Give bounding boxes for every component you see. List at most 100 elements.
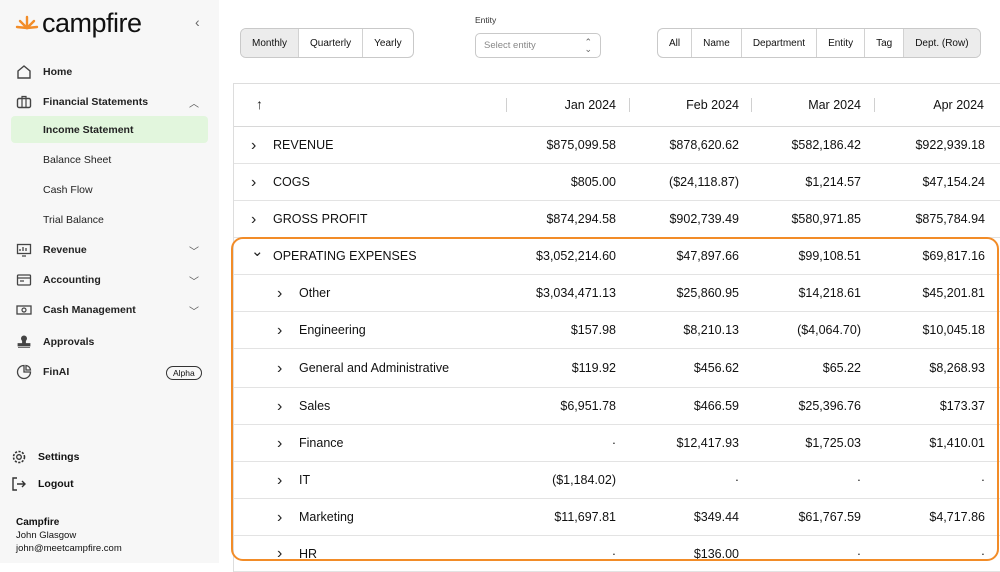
sidebar: campfire ‹ Home Financial Statements ︿ I… <box>0 0 219 563</box>
home-icon <box>17 65 31 79</box>
table-cell: $6,951.78 <box>560 399 616 413</box>
chevron-right-icon[interactable]: › <box>277 360 283 377</box>
chevron-right-icon[interactable]: › <box>277 509 283 526</box>
sidebar-item-label: Cash Management <box>43 304 136 316</box>
sidebar-item-cash-management[interactable]: Cash Management ﹀ <box>0 297 219 323</box>
table-row[interactable]: › Engineering $157.98 $8,210.13 ($4,064.70) $… <box>234 312 1000 349</box>
sidebar-subitem-trial-balance[interactable]: Trial Balance <box>43 213 104 226</box>
table-cell: · <box>856 473 861 487</box>
table-cell: $47,154.24 <box>922 175 985 189</box>
table-row[interactable]: › GROSS PROFIT $874,294.58 $902,739.49 $580,… <box>234 201 1000 238</box>
briefcase-icon <box>16 95 32 109</box>
user-name: John Glasgow <box>16 530 77 541</box>
table-row[interactable]: › General and Administrative $119.92 $456.6… <box>234 349 1000 388</box>
table-row[interactable]: ⌄ OPERATING EXPENSES $3,052,214.60 $47,897.… <box>234 238 1000 275</box>
tab-monthly[interactable]: Monthly <box>241 29 300 57</box>
column-header-jan[interactable]: Jan 2024 <box>564 98 616 112</box>
table-cell: $1,725.03 <box>805 436 861 450</box>
chevron-right-icon[interactable]: › <box>277 285 283 302</box>
chevron-down-icon[interactable]: ⌄ <box>251 243 264 260</box>
chevron-right-icon[interactable]: › <box>277 472 283 489</box>
collapse-sidebar-icon[interactable]: ‹ <box>195 14 200 30</box>
chevron-right-icon[interactable]: › <box>251 174 257 191</box>
table-cell: $65.22 <box>822 361 861 375</box>
table-cell: · <box>980 473 985 487</box>
sort-arrow-up-icon[interactable]: ↑ <box>256 96 263 112</box>
column-header-mar[interactable]: Mar 2024 <box>808 98 861 112</box>
tab-name[interactable]: Name <box>692 29 742 57</box>
chevron-down-icon: ﹀ <box>189 306 199 318</box>
sidebar-item-revenue[interactable]: Revenue ﹀ <box>0 237 219 263</box>
accounting-icon <box>16 274 32 286</box>
chevron-right-icon[interactable]: › <box>277 545 283 562</box>
settings-button[interactable]: Settings <box>0 446 219 468</box>
column-divider <box>874 98 875 112</box>
chevron-right-icon[interactable]: › <box>251 211 257 228</box>
table-cell: $69,817.16 <box>922 249 985 263</box>
row-label: OPERATING EXPENSES <box>273 249 417 263</box>
table-cell: $10,045.18 <box>922 323 985 337</box>
tab-entity[interactable]: Entity <box>817 29 866 57</box>
tab-dept-row[interactable]: Dept. (Row) <box>904 29 980 57</box>
table-cell: · <box>734 473 739 487</box>
table-row[interactable]: › REVENUE $875,099.58 $878,620.62 $582,186.4… <box>234 127 1000 164</box>
table-cell: $878,620.62 <box>669 138 739 152</box>
sidebar-subitem-income-statement[interactable]: Income Statement <box>11 116 208 143</box>
period-tabs: Monthly Quarterly Yearly <box>240 28 414 58</box>
entity-select[interactable]: Select entity ⌃ ⌄ <box>475 33 601 58</box>
table-cell: $157.98 <box>570 323 616 337</box>
table-row[interactable]: › COGS $805.00 ($24,118.87) $1,214.57 $47,154… <box>234 164 1000 201</box>
group-by-tabs: All Name Department Entity Tag Dept. (Ro… <box>657 28 981 58</box>
chevron-right-icon[interactable]: › <box>277 398 283 415</box>
table-cell: $875,784.94 <box>915 212 985 226</box>
sidebar-subitem-cash-flow[interactable]: Cash Flow <box>43 183 93 196</box>
tab-yearly[interactable]: Yearly <box>374 37 402 49</box>
table-row[interactable]: › Marketing $11,697.81 $349.44 $61,767.59 $4,… <box>234 499 1000 536</box>
sidebar-item-approvals[interactable]: Approvals <box>0 329 219 355</box>
table-cell: · <box>611 547 616 561</box>
chevron-right-icon[interactable]: › <box>277 435 283 452</box>
sidebar-item-label: Financial Statements <box>43 96 149 108</box>
chevron-down-icon: ﹀ <box>189 246 199 258</box>
tab-tag[interactable]: Tag <box>865 29 905 57</box>
tab-all[interactable]: All <box>658 29 693 57</box>
table-row[interactable]: › HR · $136.00 · · <box>234 536 1000 572</box>
table-cell: $99,108.51 <box>798 249 861 263</box>
logout-button[interactable]: Logout <box>0 473 219 495</box>
campfire-logo[interactable]: campfire <box>14 8 142 39</box>
chevron-right-icon[interactable]: › <box>251 137 257 154</box>
table-cell: $580,971.85 <box>791 212 861 226</box>
sidebar-subitem-balance-sheet[interactable]: Balance Sheet <box>43 153 112 166</box>
sidebar-item-accounting[interactable]: Accounting ﹀ <box>0 267 219 293</box>
table-cell: $1,214.57 <box>805 175 861 189</box>
tab-quarterly[interactable]: Quarterly <box>299 29 364 57</box>
table-cell: $11,697.81 <box>554 510 616 524</box>
table-cell: $45,201.81 <box>922 286 985 300</box>
column-header-feb[interactable]: Feb 2024 <box>686 98 739 112</box>
chevron-right-icon[interactable]: › <box>277 322 283 339</box>
column-divider <box>751 98 752 112</box>
column-header-apr[interactable]: Apr 2024 <box>933 98 984 112</box>
entity-label: Entity <box>475 15 497 25</box>
table-cell: $136.00 <box>693 547 739 561</box>
table-row[interactable]: › Sales $6,951.78 $466.59 $25,396.76 $173.37 <box>234 388 1000 425</box>
sidebar-item-financial-statements[interactable]: Financial Statements ︿ <box>0 89 219 115</box>
table-cell: $875,099.58 <box>546 138 616 152</box>
table-cell: · <box>611 436 616 450</box>
table-row[interactable]: › IT ($1,184.02) · · · <box>234 462 1000 499</box>
sidebar-item-label: Accounting <box>43 274 101 286</box>
logout-label: Logout <box>38 478 74 490</box>
table-row[interactable]: › Other $3,034,471.13 $25,860.95 $14,218.61 $… <box>234 275 1000 312</box>
sidebar-item-home[interactable]: Home <box>0 59 219 85</box>
table-cell: $874,294.58 <box>546 212 616 226</box>
row-label: Marketing <box>299 510 354 524</box>
table-cell: · <box>980 547 985 561</box>
tab-department[interactable]: Department <box>742 29 818 57</box>
select-arrows-icon: ⌃ ⌄ <box>584 37 592 54</box>
sidebar-item-finai[interactable]: FinAI <box>0 359 219 385</box>
row-label: IT <box>299 473 311 487</box>
row-label: GROSS PROFIT <box>273 212 368 226</box>
table-row[interactable]: › Finance · $12,417.93 $1,725.03 $1,410.01 <box>234 425 1000 462</box>
chevron-down-icon: ﹀ <box>189 276 199 288</box>
table-cell: $3,034,471.13 <box>536 286 616 300</box>
